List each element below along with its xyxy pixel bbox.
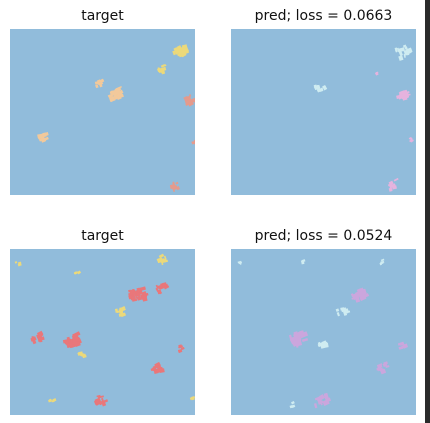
segment-blob (30, 330, 45, 345)
segment-blob (150, 361, 165, 375)
window-edge (425, 0, 430, 423)
segment-blob (289, 400, 296, 409)
segment-blob (313, 84, 328, 93)
segment-blob (48, 398, 57, 403)
segment-blob (374, 71, 379, 76)
segment-blob (317, 340, 329, 349)
pred-image-top (231, 29, 416, 195)
segment-blob (335, 307, 351, 317)
segment-blob (313, 392, 332, 409)
segment-blob (177, 344, 185, 354)
panel-background (231, 249, 416, 415)
segment-blob (155, 282, 170, 295)
segment-blob (128, 286, 149, 302)
title-pred-bottom: pred; loss = 0.0524 (254, 228, 393, 244)
segment-blob (396, 89, 411, 101)
panel-background (10, 249, 195, 415)
panel-background (10, 29, 195, 195)
segment-blob (77, 351, 87, 359)
target-image-bottom (10, 249, 195, 415)
segment-blob (62, 331, 82, 349)
title-pred-top: pred; loss = 0.0663 (254, 8, 393, 24)
segment-blob (397, 341, 409, 350)
pred-image-bottom (231, 249, 416, 415)
segment-blob (156, 63, 167, 75)
segment-blob (288, 330, 309, 348)
segment-blob (189, 395, 195, 401)
segment-blob (376, 361, 390, 375)
segment-blob (156, 253, 169, 266)
segment-blob (94, 78, 105, 89)
segment-blob (408, 136, 414, 143)
title-target-bottom: target (81, 228, 124, 244)
segment-blob (114, 305, 127, 318)
title-target-top: target (81, 8, 124, 24)
segment-blob (350, 287, 370, 303)
segment-blob (93, 394, 109, 407)
segment-blob (394, 44, 413, 61)
segment-blob (14, 261, 22, 267)
panel-background (231, 29, 416, 195)
segment-blob (300, 259, 306, 265)
segment-blob (183, 94, 195, 107)
segment-blob (387, 177, 399, 192)
segment-blob (237, 260, 243, 265)
segment-blob (172, 44, 190, 58)
target-image-top (10, 29, 195, 195)
segment-blob (379, 258, 385, 266)
segment-blob (191, 139, 195, 145)
segment-blob (107, 86, 124, 103)
segment-blob (169, 181, 181, 193)
segment-blob (73, 270, 82, 275)
segment-blob (37, 131, 49, 143)
